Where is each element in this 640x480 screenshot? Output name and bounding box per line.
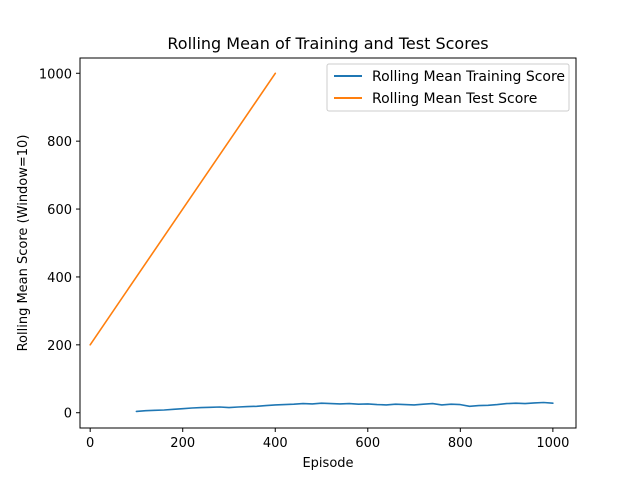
plot-lines [89,72,554,413]
legend: Rolling Mean Training Score Rolling Mean… [326,63,570,112]
y-tick-label: 600 [47,203,72,218]
y-tick-label: 0 [64,407,72,422]
series-line-training [135,401,554,413]
legend-label-test: Rolling Mean Test Score [372,91,537,107]
x-tick-label: 1000 [536,436,569,451]
plot-frame [79,57,577,429]
y-axis-ticks: 0 200 400 600 800 1000 [39,67,80,422]
y-tick-label: 800 [47,135,72,150]
legend-label-training: Rolling Mean Training Score [372,69,565,85]
y-axis-label: Rolling Mean Score (Window=10) [16,135,31,352]
x-tick-label: 200 [170,436,195,451]
legend-box [326,63,570,112]
chart-title: Rolling Mean of Training and Test Scores [167,34,488,53]
y-tick-label: 1000 [39,67,72,82]
series-line-test [89,72,277,346]
y-tick-label: 200 [47,339,72,354]
x-axis-label: Episode [302,456,353,471]
y-tick-label: 400 [47,271,72,286]
x-tick-label: 0 [86,436,94,451]
x-tick-label: 400 [263,436,288,451]
x-tick-label: 800 [448,436,473,451]
x-axis-ticks: 0 200 400 600 800 1000 [86,428,569,451]
x-tick-label: 600 [355,436,380,451]
